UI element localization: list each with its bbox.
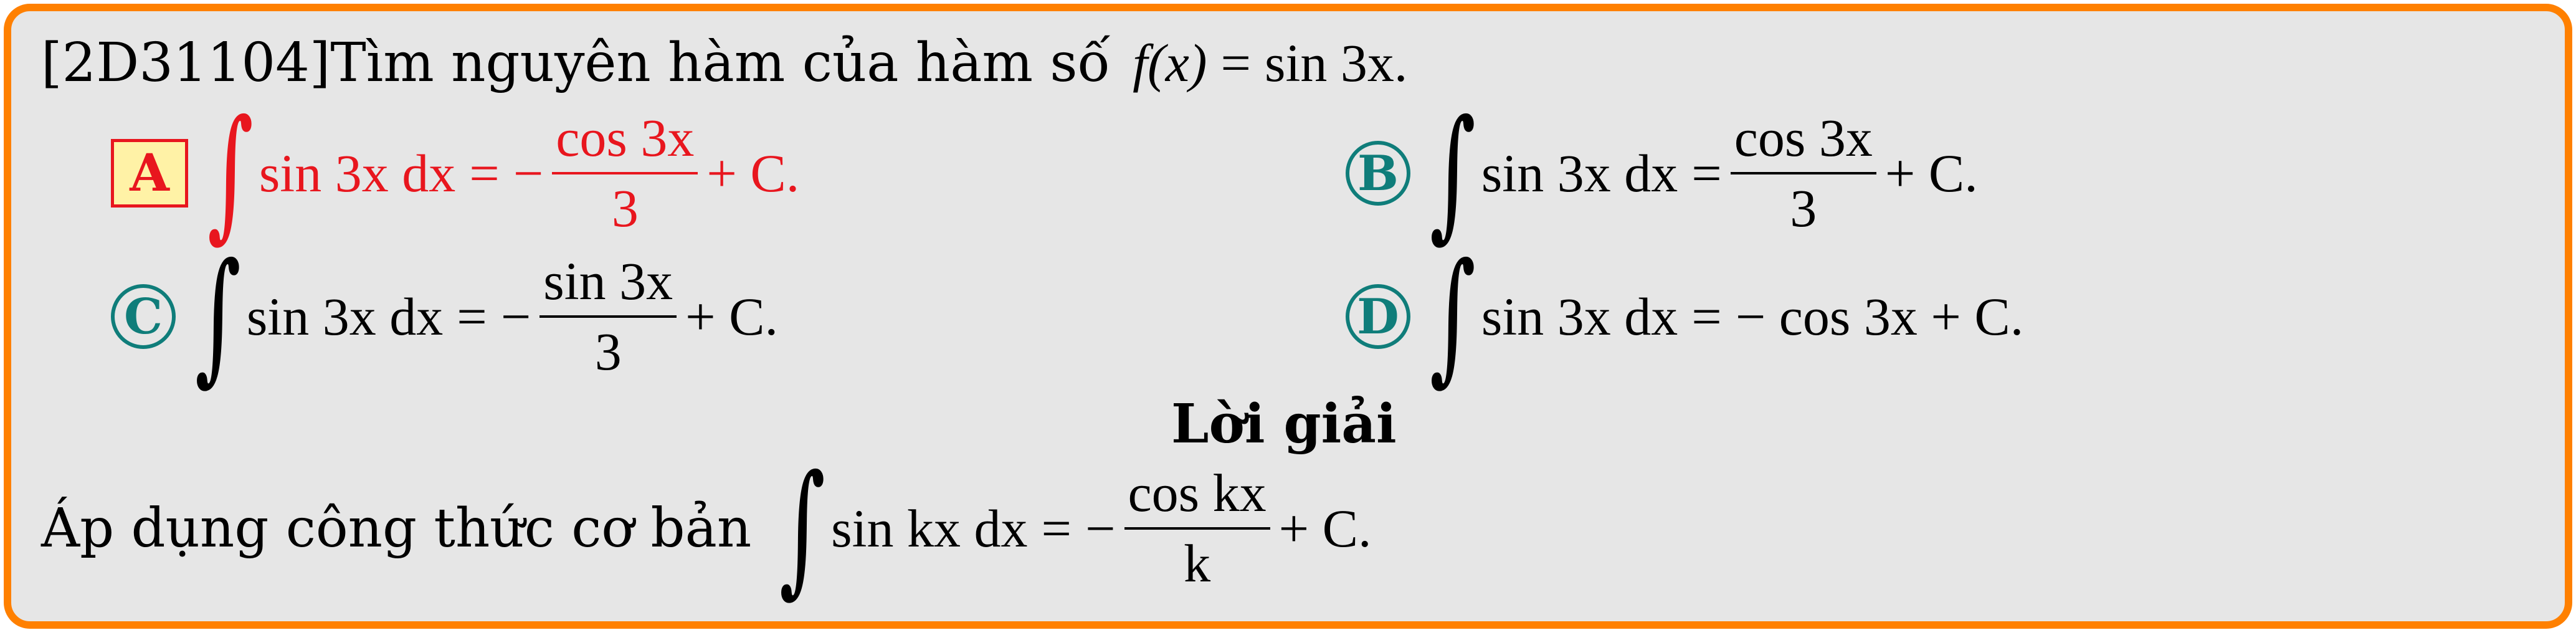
question-function-rhs: sin 3x [1265,33,1394,93]
option-d[interactable]: D ∫ sin 3x dx = − cos 3x + C. [1346,242,2023,391]
integral-sign-icon: ∫ [779,445,826,611]
solution-denominator: k [1184,533,1211,593]
option-a-badge: A [111,139,188,208]
option-b-badge: B [1346,141,1410,206]
option-a-numerator: cos 3x [556,108,695,168]
option-a-fraction: cos 3x 3 [552,109,698,237]
solution-numerator: cos kx [1128,463,1267,523]
question-period: . [1394,33,1408,93]
option-c-badge: C [111,284,176,349]
option-b-equals: = [1691,143,1722,203]
fraction-bar [1124,527,1270,530]
option-a-tail: + C. [706,143,800,203]
question-function-lhs: f(x) [1133,33,1207,93]
solution-integrand: sin kx dx [831,499,1028,558]
integral-sign-icon: ∫ [1429,233,1476,399]
option-b-denominator: 3 [1790,178,1817,238]
option-d-integrand: sin 3x dx [1481,287,1678,346]
solution-tail: + C. [1278,499,1372,558]
option-c[interactable]: C ∫ sin 3x dx = − sin 3x 3 + C. [111,242,778,391]
option-a-denominator: 3 [611,178,639,238]
option-d-badge: D [1346,284,1410,349]
option-c-numerator: sin 3x [543,251,673,312]
fraction-bar [539,315,677,318]
solution-line: Áp dụng công thức cơ bản ∫ sin kx dx = −… [41,454,1372,603]
solution-heading: Lời giải [1171,393,1397,456]
option-b-tail: + C. [1884,143,1978,203]
integral-sign-icon: ∫ [194,233,242,399]
solution-intro: Áp dụng công thức cơ bản [41,497,752,560]
option-c-integrand: sin 3x dx [246,287,444,346]
option-c-equals: = [457,287,487,346]
option-b-numerator: cos 3x [1734,108,1873,168]
question-prompt: Tìm nguyên hàm của hàm số [330,32,1111,94]
option-a-integrand: sin 3x dx [259,143,456,203]
option-c-denominator: 3 [594,322,622,381]
option-d-rhs: − cos 3x + C. [1735,287,2024,346]
option-b[interactable]: B ∫ sin 3x dx = cos 3x 3 + C. [1346,98,1978,248]
option-c-tail: + C. [685,287,778,346]
question-function-eq: = [1220,33,1252,93]
solution-equals: = [1041,499,1072,558]
solution-sign: − [1085,499,1116,558]
option-c-fraction: sin 3x 3 [539,252,677,381]
option-d-equals: = [1691,287,1722,346]
option-c-sign: − [500,287,531,346]
question-card [4,4,2572,629]
question-line: [2D31104] Tìm nguyên hàm của hàm số f(x)… [41,36,1407,90]
fraction-bar [1730,172,1876,174]
integral-sign-icon: ∫ [1429,90,1476,256]
option-b-fraction: cos 3x 3 [1730,108,1876,238]
solution-fraction: cos kx k [1124,464,1270,593]
integral-sign-icon: ∫ [207,90,254,256]
option-a-sign: − [513,143,544,203]
option-a[interactable]: A ∫ sin 3x dx = − cos 3x 3 + C. [111,98,799,248]
fraction-bar [552,172,698,174]
question-code: [2D31104] [41,32,331,94]
option-a-equals: = [469,143,500,203]
option-b-integrand: sin 3x dx [1481,143,1678,203]
